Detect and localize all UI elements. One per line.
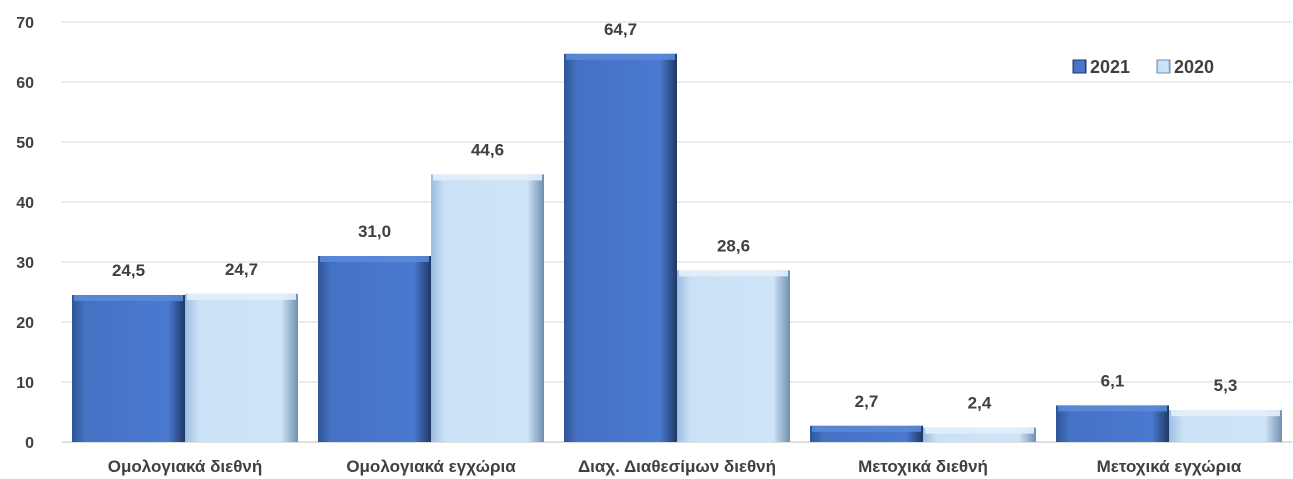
x-tick-label: Διαχ. Διαθεσίμων διεθνή [578,457,776,476]
bar-bevel [433,174,542,181]
bars [72,53,1282,443]
bar-2021-5 [1056,405,1169,442]
bar-bevel [566,53,675,60]
bar-bevel [925,427,1034,434]
data-label: 31,0 [358,222,391,241]
legend-label-2020: 2020 [1174,57,1214,77]
bar-2020-1 [185,293,298,442]
y-tick-label: 40 [16,195,34,212]
bar-bevel [1171,410,1280,417]
bar-2020-3 [677,270,790,442]
data-label: 28,6 [717,236,750,255]
bar-2020-2 [431,174,544,442]
data-label: 5,3 [1214,376,1238,395]
bar-bevel [1058,405,1167,412]
bar-2021-3 [564,53,677,443]
y-tick-label: 60 [16,75,34,92]
data-label: 24,7 [225,260,258,279]
bar-bevel [187,293,296,300]
legend-swatch-2021 [1072,59,1087,74]
y-tick-label: 20 [16,315,34,332]
y-axis: 0 10 20 30 40 50 60 70 [16,15,34,452]
legend: 2021 2020 [1072,57,1214,77]
y-tick-label: 10 [16,375,34,392]
legend-swatch-2020 [1156,59,1171,74]
data-labels: 24,5 24,7 31,0 44,6 64,7 28,6 2,7 2,4 6,1 5,3 [112,20,1237,413]
x-axis: Ομολογιακά διεθνή Ομολογιακά εγχώρια Διαχ.… [108,457,1242,476]
data-label: 2,4 [968,394,992,413]
bar-bevel [679,270,788,277]
bar-bevel [74,295,183,301]
y-tick-label: 0 [25,435,34,452]
x-tick-label: Ομολογιακά διεθνή [108,457,263,476]
data-label: 64,7 [604,20,637,39]
bar-2021-1 [72,295,185,442]
x-tick-label: Μετοχικά εγχώρια [1097,457,1242,476]
legend-label-2021: 2021 [1090,57,1130,77]
bar-bevel [812,425,921,432]
data-label: 24,5 [112,261,145,280]
y-tick-label: 70 [16,15,34,32]
y-tick-label: 50 [16,135,34,152]
data-label: 6,1 [1101,371,1125,390]
y-tick-label: 30 [16,255,34,272]
bar-bevel [320,256,429,262]
bar-2021-2 [318,256,431,442]
x-tick-label: Ομολογιακά εγχώρια [346,457,516,476]
x-tick-label: Μετοχικά διεθνή [858,457,988,476]
data-label: 2,7 [855,392,879,411]
data-label: 44,6 [471,140,504,159]
